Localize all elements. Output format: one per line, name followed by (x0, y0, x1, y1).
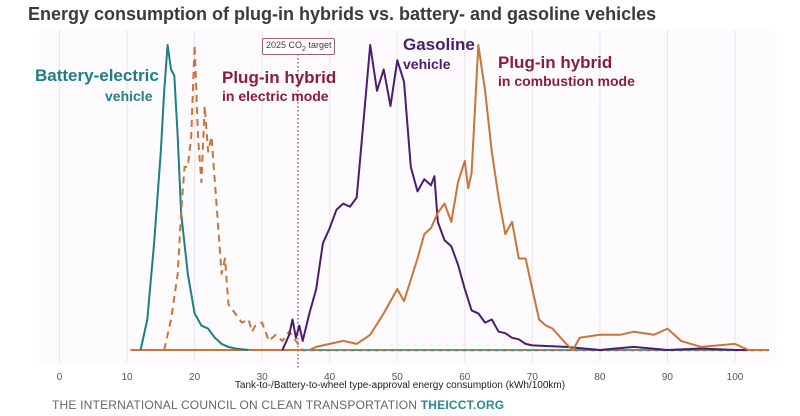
x-tick-label: 0 (57, 372, 63, 383)
x-tick-label: 60 (459, 372, 471, 383)
x-tick-label: 90 (662, 372, 674, 383)
series-label-gasoline-sub: vehicle (403, 56, 451, 72)
series-line-1 (163, 44, 304, 351)
series-label-phev-combustion: Plug-in hybrid (498, 53, 613, 72)
x-tick-label: 40 (324, 372, 336, 383)
x-tick-label: 10 (121, 372, 133, 383)
series-label-bev: Battery-electric (35, 66, 159, 85)
x-tick-label: 20 (189, 372, 201, 383)
footer: THE INTERNATIONAL COUNCIL ON CLEAN TRANS… (52, 398, 504, 412)
series-label-bev-sub: vehicle (105, 88, 153, 104)
x-tick-label: 50 (392, 372, 404, 383)
series-line-3 (308, 44, 769, 351)
series-label-phev-combustion-sub: in combustion mode (498, 73, 635, 89)
plot-background (40, 30, 775, 365)
footer-site-link[interactable]: THEICCT.ORG (420, 398, 505, 412)
chart-title: Energy consumption of plug-in hybrids vs… (28, 4, 657, 24)
x-tick-label: 80 (594, 372, 606, 383)
series-line-2 (281, 44, 769, 351)
footer-org: THE INTERNATIONAL COUNCIL ON CLEAN TRANS… (52, 398, 418, 412)
x-tick-label: 70 (527, 372, 539, 383)
series-label-gasoline: Gasoline (403, 35, 475, 54)
x-axis-title: Tank-to-/Battery-to-wheel type-approval … (234, 380, 566, 391)
series-label-phev-electric-sub: in electric mode (222, 88, 329, 104)
x-tick-label: 100 (727, 372, 744, 383)
series-label-phev-electric: Plug-in hybrid (222, 68, 337, 87)
co2-target-label: 2025 CO2 target (262, 38, 336, 55)
x-tick-label: 30 (257, 372, 269, 383)
